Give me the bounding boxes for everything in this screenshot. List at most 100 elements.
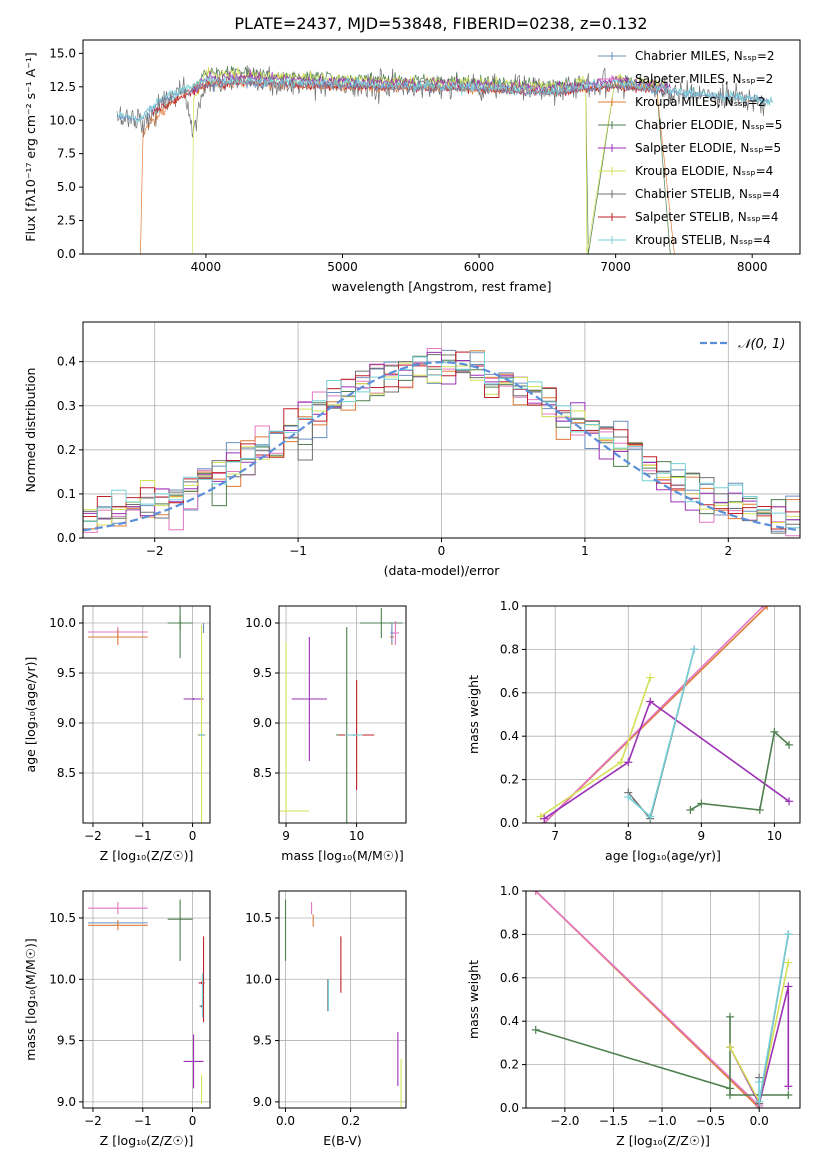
panel-age-vs-mass: 9 10 8.5 9.0 9.5 10.0 mass [log₁₀(M/M☉)] xyxy=(245,605,407,863)
y-tick-label: 5.0 xyxy=(57,180,76,194)
errorbar-point xyxy=(87,920,148,931)
weight-series xyxy=(686,727,794,814)
errorbar-point xyxy=(201,973,204,1018)
residuals-legend: 𝒩(0, 1) xyxy=(700,337,785,352)
x-tick-label: 8 xyxy=(624,829,632,843)
x-tick-label: 0 xyxy=(438,544,446,558)
y-tick-label: 1.0 xyxy=(500,599,519,613)
errorbar-point xyxy=(183,1034,204,1089)
axes-frame xyxy=(82,39,801,255)
y-tick-label: 0.4 xyxy=(57,355,76,369)
panel-spectrum: Chabrier MILES, Nₛₛₚ=2 Salpeter MILES, Nₛ… xyxy=(23,39,801,294)
errorbar-point xyxy=(285,643,287,813)
y-tick-label: 10.0 xyxy=(49,616,76,630)
y-tick-label: 10.0 xyxy=(49,113,76,127)
plot-area xyxy=(87,606,206,823)
x-tick-label: 6000 xyxy=(464,260,495,274)
weight-series xyxy=(540,697,794,823)
legend-label: Kroupa STELIB, Nₛₛₚ=4 xyxy=(635,233,771,247)
y-axis-label: mass weight xyxy=(466,960,481,1039)
errorbar-point xyxy=(199,734,204,736)
weight-series-line xyxy=(535,1016,789,1096)
axes-frame xyxy=(278,605,407,824)
plot-area xyxy=(279,608,403,823)
histogram-step xyxy=(83,351,800,538)
x-axis-label: (data-model)/error xyxy=(384,563,501,578)
x-tick-label: 0.0 xyxy=(276,1114,295,1128)
weight-series-line xyxy=(535,891,760,1107)
normal-curve xyxy=(83,360,800,532)
errorbar-point xyxy=(291,637,327,761)
y-tick-label: 9.0 xyxy=(57,716,76,730)
x-tick-label: −1 xyxy=(134,829,152,843)
plot-area xyxy=(116,65,774,254)
legend-label: Salpeter MILES, Nₛₛₚ=2 xyxy=(635,72,773,86)
errorbar-point xyxy=(87,902,148,915)
spectrum-legend: Chabrier MILES, Nₛₛₚ=2 Salpeter MILES, Nₛ… xyxy=(598,49,782,247)
x-tick-label: 0.0 xyxy=(750,1114,769,1128)
legend-label: Chabrier ELODIE, Nₛₛₚ=5 xyxy=(635,118,782,132)
panel-mass-vs-EBV: 0.0 0.2 9.0 9.5 10.0 10.5 E(B-V) xyxy=(245,890,407,1148)
x-tick-label: 9 xyxy=(282,829,290,843)
panel-residuals: 𝒩(0, 1) −2 −1 0 1 2 0.0 0.1 0.2 0.3 0.4 (data-model… xyxy=(23,321,801,578)
x-tick-label: 4000 xyxy=(191,260,222,274)
weight-series-line xyxy=(543,606,765,823)
x-tick-label: 0.2 xyxy=(341,1114,360,1128)
y-tick-label: 0.4 xyxy=(500,1014,519,1028)
figure-title: PLATE=2437, MJD=53848, FIBERID=0238, z=0… xyxy=(234,14,647,33)
axes-frame xyxy=(525,890,801,1109)
y-axis-label: Normed distribution xyxy=(23,368,38,493)
weight-series xyxy=(624,645,699,821)
x-axis-label: age [log₁₀(age/yr)] xyxy=(605,848,721,863)
errorbar-point xyxy=(327,979,330,1012)
y-axis-label: mass [log₁₀(M/M☉)] xyxy=(23,938,38,1060)
errorbar-point xyxy=(312,914,314,927)
y-tick-label: 0.2 xyxy=(500,773,519,787)
panel-mass-vs-Z: −2 −1 0 9.0 9.5 10.0 10.5 Z [log₁₀(Z/Z☉)] mass [… xyxy=(23,890,211,1148)
x-tick-label: 7000 xyxy=(600,260,631,274)
y-axis-label: age [log₁₀(age/yr)] xyxy=(23,657,38,773)
plot-area xyxy=(531,891,793,1108)
y-tick-label: 9.0 xyxy=(57,1095,76,1109)
x-tick-label: −2 xyxy=(84,1114,102,1128)
y-tick-label: 7.5 xyxy=(57,147,76,161)
errorbar-point xyxy=(279,810,310,812)
x-tick-label: 2 xyxy=(724,544,732,558)
errorbar-point xyxy=(177,606,183,658)
spectrum-series-line xyxy=(116,78,773,123)
x-axis-label: Z [log₁₀(Z/Z☉)] xyxy=(100,1133,194,1148)
y-tick-label: 12.5 xyxy=(49,80,76,94)
y-tick-label: 0.0 xyxy=(57,247,76,261)
legend-label: Chabrier STELIB, Nₛₛₚ=4 xyxy=(635,187,780,201)
y-tick-label: 10.0 xyxy=(245,972,272,986)
x-axis-label: wavelength [Angstrom, rest frame] xyxy=(331,279,551,294)
errorbar-point xyxy=(179,899,181,961)
x-tick-label: 9 xyxy=(698,829,706,843)
x-tick-label: −0.5 xyxy=(696,1114,725,1128)
y-tick-label: 1.0 xyxy=(500,884,519,898)
x-axis-label: Z [log₁₀(Z/Z☉)] xyxy=(100,848,194,863)
y-tick-label: 9.5 xyxy=(253,666,272,680)
legend-label: Kroupa MILES, Nₛₛₚ=2 xyxy=(635,95,765,109)
y-tick-label: 8.5 xyxy=(57,766,76,780)
x-tick-label: −1 xyxy=(289,544,307,558)
x-tick-label: −1 xyxy=(134,1114,152,1128)
errorbar-point xyxy=(390,623,394,643)
plot-area xyxy=(284,899,402,1108)
y-tick-label: 10.0 xyxy=(49,972,76,986)
axes-frame xyxy=(82,890,211,1109)
x-tick-label: −2.0 xyxy=(550,1114,579,1128)
weight-series xyxy=(755,930,793,1106)
y-tick-label: 0.4 xyxy=(500,729,519,743)
spectrum-series-line xyxy=(191,69,671,96)
legend-label: Salpeter ELODIE, Nₛₛₚ=5 xyxy=(635,141,781,155)
y-tick-label: 0.6 xyxy=(500,971,519,985)
y-tick-label: 0.6 xyxy=(500,686,519,700)
y-tick-label: 9.5 xyxy=(253,1034,272,1048)
y-tick-label: 9.5 xyxy=(57,1034,76,1048)
y-tick-label: 8.5 xyxy=(253,766,272,780)
y-tick-label: 2.5 xyxy=(57,214,76,228)
weight-series xyxy=(536,673,655,821)
